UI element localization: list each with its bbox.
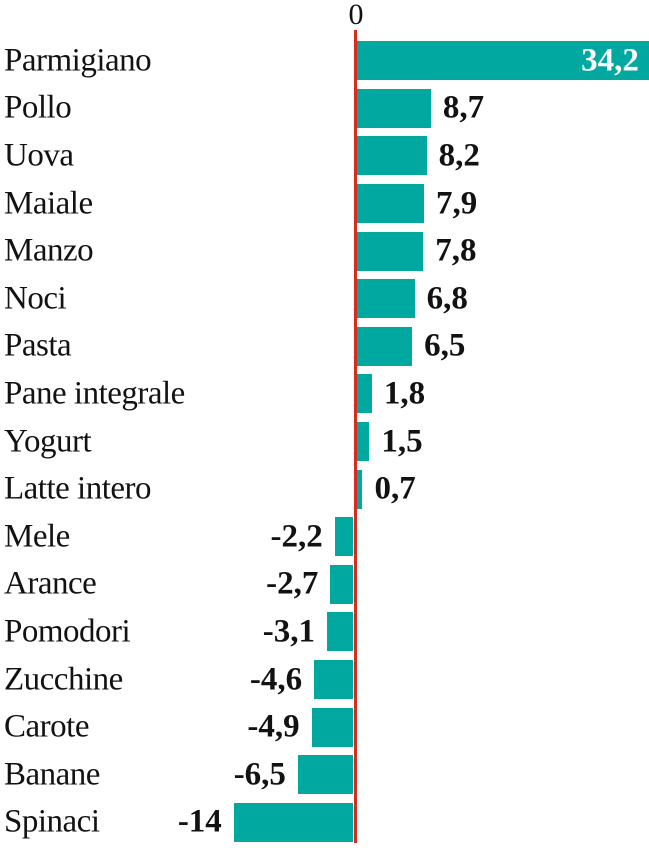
chart-row: Banane -6,5 bbox=[0, 751, 649, 799]
bar bbox=[314, 660, 354, 700]
value-label: 7,8 bbox=[435, 232, 477, 269]
value-label: 6,5 bbox=[424, 327, 466, 364]
value-label: -4,6 bbox=[249, 661, 303, 698]
chart-row: Pomodori -3,1 bbox=[0, 608, 649, 656]
value-label: -2,2 bbox=[270, 518, 323, 555]
chart-row: Pane integrale 1,8 bbox=[0, 370, 649, 418]
category-label: Pane integrale bbox=[4, 375, 185, 412]
zero-axis-line bbox=[354, 30, 357, 843]
value-label: 6,8 bbox=[426, 280, 468, 317]
category-label: Yogurt bbox=[4, 423, 92, 460]
value-label: 34,2 bbox=[581, 42, 639, 79]
bar bbox=[311, 707, 354, 747]
chart-rows: Parmigiano 34,2 Pollo 8,7 Uova 8,2 Maiale 7,9 Ma… bbox=[0, 37, 649, 846]
bar bbox=[356, 422, 370, 462]
value-label: 8,7 bbox=[442, 89, 485, 126]
bar bbox=[334, 517, 354, 557]
bar bbox=[356, 469, 363, 509]
bar bbox=[326, 612, 354, 652]
category-label: Manzo bbox=[4, 232, 94, 269]
bar bbox=[356, 184, 425, 224]
chart-row: Pollo 8,7 bbox=[0, 85, 649, 133]
value-label: 1,8 bbox=[383, 375, 426, 412]
category-label: Carote bbox=[4, 708, 89, 745]
bar bbox=[356, 231, 424, 271]
category-label: Pollo bbox=[4, 89, 72, 126]
chart-row: Arance -2,7 bbox=[0, 561, 649, 609]
category-label: Maiale bbox=[4, 185, 93, 222]
chart-row: Mele -2,2 bbox=[0, 513, 649, 561]
value-label: -14 bbox=[177, 803, 222, 840]
value-label: -6,5 bbox=[233, 756, 286, 793]
category-label: Parmigiano bbox=[4, 42, 152, 79]
category-label: Uova bbox=[4, 137, 74, 174]
bar: 34,2 bbox=[356, 41, 649, 81]
bar bbox=[356, 326, 413, 366]
chart-row: Uova 8,2 bbox=[0, 132, 649, 180]
chart-row: Pasta 6,5 bbox=[0, 323, 649, 371]
bar bbox=[356, 374, 372, 414]
chart-row: Zucchine -4,6 bbox=[0, 656, 649, 704]
chart-row: Yogurt 1,5 bbox=[0, 418, 649, 466]
category-label: Mele bbox=[4, 518, 70, 555]
chart-row: Carote -4,9 bbox=[0, 703, 649, 751]
bar bbox=[297, 755, 354, 795]
value-label: 1,5 bbox=[381, 423, 423, 460]
axis-zero-label: 0 bbox=[348, 0, 364, 31]
category-label: Noci bbox=[4, 280, 67, 317]
chart-row: Noci 6,8 bbox=[0, 275, 649, 323]
value-label: 0,7 bbox=[374, 470, 416, 507]
bar bbox=[356, 279, 415, 319]
value-label: -2,7 bbox=[266, 565, 319, 602]
chart-row: Maiale 7,9 bbox=[0, 180, 649, 228]
category-label: Arance bbox=[4, 565, 97, 602]
chart-row: Spinaci -14 bbox=[0, 799, 649, 847]
value-label: -3,1 bbox=[262, 613, 315, 650]
category-label: Pomodori bbox=[4, 613, 131, 650]
value-label: 8,2 bbox=[438, 137, 480, 174]
bar bbox=[356, 88, 431, 128]
bar bbox=[233, 802, 354, 842]
category-label: Pasta bbox=[4, 327, 72, 364]
chart-row: Latte intero 0,7 bbox=[0, 465, 649, 513]
bar bbox=[330, 564, 354, 604]
chart-row: Parmigiano 34,2 bbox=[0, 37, 649, 85]
category-label: Spinaci bbox=[4, 803, 100, 840]
category-label: Zucchine bbox=[4, 661, 123, 698]
value-label: -4,9 bbox=[247, 708, 300, 745]
value-label: 7,9 bbox=[436, 185, 478, 222]
bar bbox=[356, 136, 427, 176]
category-label: Banane bbox=[4, 756, 100, 793]
category-label: Latte intero bbox=[4, 470, 152, 507]
chart-row: Manzo 7,8 bbox=[0, 227, 649, 275]
